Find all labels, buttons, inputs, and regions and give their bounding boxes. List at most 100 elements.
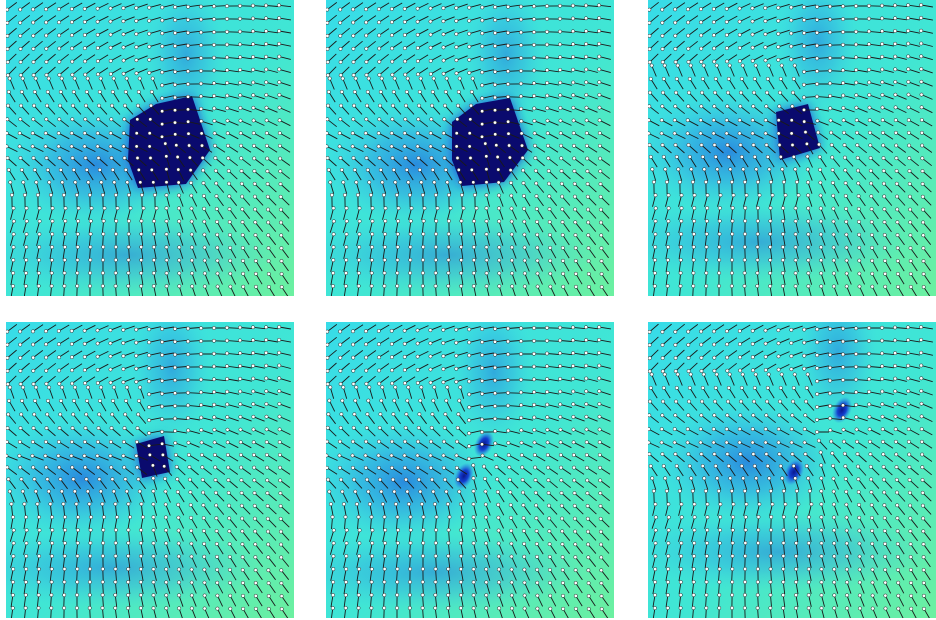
vector-head xyxy=(365,477,369,482)
vector-head xyxy=(831,489,836,494)
vector-head xyxy=(264,376,269,381)
vector-head xyxy=(661,90,665,95)
vector-head xyxy=(691,580,696,584)
vector-head xyxy=(241,606,246,611)
vector-head xyxy=(660,356,665,361)
vector-head xyxy=(908,233,913,238)
vector-head xyxy=(493,82,497,87)
vector-head xyxy=(122,117,127,122)
vector-head xyxy=(648,343,652,348)
vector-head xyxy=(337,144,342,149)
vector-head xyxy=(369,271,374,275)
vector-head xyxy=(226,168,231,173)
vector-head xyxy=(326,342,330,347)
vector-head xyxy=(134,379,139,384)
vector-head xyxy=(702,476,707,481)
vector-head xyxy=(535,554,539,559)
vector-head xyxy=(755,567,760,571)
vector-head xyxy=(160,109,165,114)
vector-head xyxy=(545,402,550,407)
vector-head xyxy=(777,452,782,457)
vector-head xyxy=(731,193,736,198)
vector-head xyxy=(454,131,459,136)
vector-head xyxy=(441,453,446,458)
vector-head xyxy=(137,398,141,403)
vector-head xyxy=(867,414,872,419)
vector-head xyxy=(828,4,832,9)
vector-head xyxy=(546,490,551,495)
vector-head xyxy=(228,271,233,276)
vector-head xyxy=(279,555,284,560)
vector-head xyxy=(61,502,66,506)
vector-head xyxy=(867,67,872,72)
vector-head xyxy=(698,131,703,136)
vector-head xyxy=(11,232,16,237)
vector-head xyxy=(724,440,729,445)
vector-head xyxy=(389,7,394,11)
vector-head xyxy=(420,593,425,597)
vector-head xyxy=(598,465,602,470)
panel xyxy=(648,322,936,618)
vector-head xyxy=(572,491,577,496)
vector-head xyxy=(173,403,177,408)
vector-head xyxy=(705,206,710,211)
vector-head xyxy=(649,372,654,377)
vector-head xyxy=(750,440,755,445)
vector-head xyxy=(532,390,537,395)
vector-head xyxy=(686,329,691,334)
vector-head xyxy=(70,368,74,373)
vector-head xyxy=(895,207,900,212)
vector-head xyxy=(717,258,722,262)
vector-head xyxy=(160,391,164,396)
vector-head xyxy=(571,363,576,368)
vector-head xyxy=(789,327,794,332)
vector-head xyxy=(584,16,588,21)
vector-head xyxy=(108,354,113,359)
vector-head xyxy=(152,219,156,224)
vector-head xyxy=(428,380,433,385)
vector-head xyxy=(251,363,256,368)
vector-head xyxy=(187,143,192,148)
vector-head xyxy=(227,181,231,186)
vector-head xyxy=(251,414,256,419)
vector-head xyxy=(806,206,811,211)
vector-head xyxy=(147,144,152,149)
vector-head xyxy=(9,502,14,506)
vector-head xyxy=(467,327,472,332)
vector-head xyxy=(468,156,473,160)
vector-head xyxy=(147,31,152,36)
vector-head xyxy=(44,73,49,77)
vector-head xyxy=(919,439,924,444)
vector-head xyxy=(558,376,563,381)
vector-head xyxy=(62,580,67,584)
vector-head xyxy=(880,414,885,419)
vector-head xyxy=(62,541,67,546)
vector-head xyxy=(173,339,177,344)
vector-head xyxy=(69,20,74,25)
vector-head xyxy=(428,58,433,63)
vector-head xyxy=(725,413,730,418)
vector-head xyxy=(76,515,80,520)
vector-head xyxy=(87,502,92,506)
vector-head xyxy=(815,56,819,61)
vector-head xyxy=(389,33,394,38)
vector-head xyxy=(880,118,885,123)
vector-head xyxy=(509,567,514,572)
vector-head xyxy=(123,89,128,94)
vector-head xyxy=(71,477,76,482)
vector-head xyxy=(125,385,129,390)
vector-head xyxy=(854,29,858,34)
vector-head xyxy=(692,528,697,533)
vector-head xyxy=(164,219,169,224)
vector-head xyxy=(83,72,88,77)
vector-head xyxy=(367,180,372,185)
vector-head xyxy=(519,403,524,408)
vector-head xyxy=(573,233,578,238)
vector-head xyxy=(908,220,913,225)
vector-head xyxy=(63,206,68,211)
vector-head xyxy=(818,219,823,224)
vector-head xyxy=(880,16,884,21)
vector-head xyxy=(919,401,924,406)
vector-head xyxy=(659,131,664,136)
vector-head xyxy=(430,167,435,172)
